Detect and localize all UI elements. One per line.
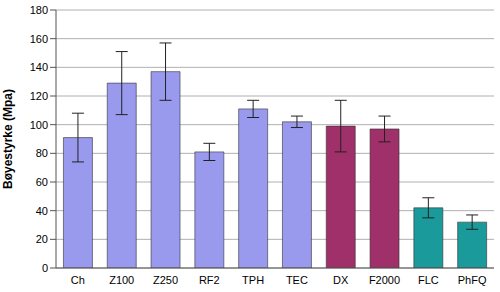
- svg-text:Z250: Z250: [153, 274, 178, 286]
- svg-text:0: 0: [42, 262, 48, 274]
- svg-text:TPH: TPH: [242, 274, 264, 286]
- svg-text:FLC: FLC: [418, 274, 439, 286]
- svg-text:160: 160: [30, 33, 48, 45]
- svg-text:20: 20: [36, 233, 48, 245]
- svg-text:40: 40: [36, 205, 48, 217]
- svg-text:F2000: F2000: [369, 274, 400, 286]
- svg-text:80: 80: [36, 147, 48, 159]
- svg-text:140: 140: [30, 61, 48, 73]
- svg-text:DX: DX: [333, 274, 349, 286]
- svg-text:RF2: RF2: [199, 274, 220, 286]
- svg-text:Z100: Z100: [109, 274, 134, 286]
- svg-text:TEC: TEC: [286, 274, 308, 286]
- svg-text:60: 60: [36, 176, 48, 188]
- svg-text:Bøyestyrke (Mpa): Bøyestyrke (Mpa): [8, 89, 15, 189]
- svg-text:PhFQ: PhFQ: [458, 274, 487, 286]
- svg-text:Ch: Ch: [71, 274, 85, 286]
- svg-text:120: 120: [30, 90, 48, 102]
- svg-text:100: 100: [30, 119, 48, 131]
- svg-text:180: 180: [30, 4, 48, 16]
